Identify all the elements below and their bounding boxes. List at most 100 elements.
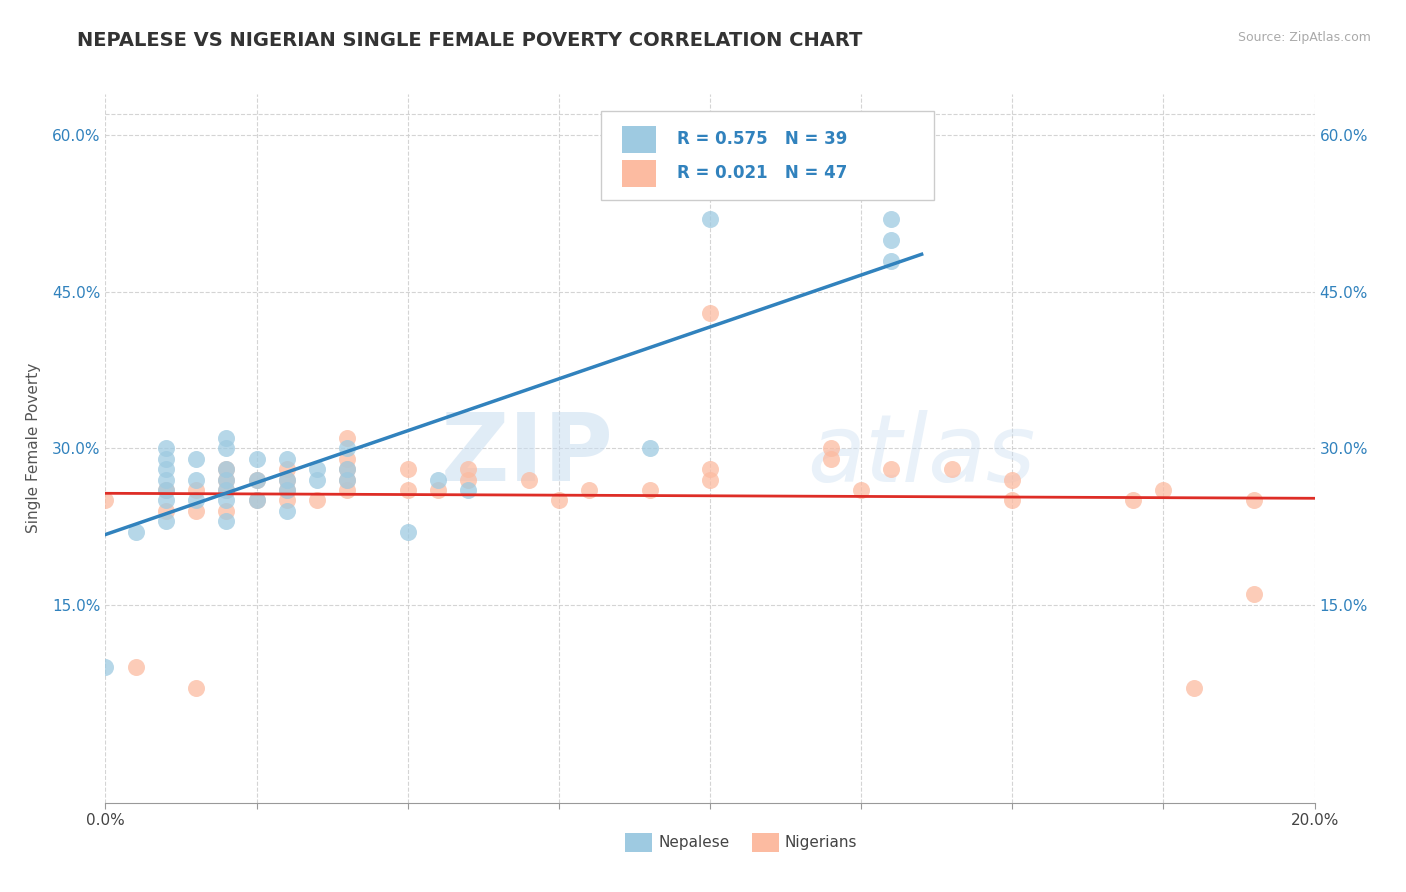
Point [246,473,269,487]
Point [215,462,238,476]
Point [336,451,359,466]
Point [1001,493,1024,508]
Point [457,473,479,487]
Point [155,514,177,528]
Point [699,306,721,320]
Point [1182,681,1205,695]
Point [186,483,208,497]
Point [820,442,842,455]
Point [1122,493,1144,508]
Point [155,442,177,455]
Point [336,473,359,487]
Point [457,462,479,476]
Point [246,451,269,466]
Point [215,431,238,445]
Point [1243,493,1265,508]
Text: R = 0.575   N = 39: R = 0.575 N = 39 [678,130,848,148]
Text: NEPALESE VS NIGERIAN SINGLE FEMALE POVERTY CORRELATION CHART: NEPALESE VS NIGERIAN SINGLE FEMALE POVER… [77,31,863,50]
Point [336,431,359,445]
Point [941,462,963,476]
Point [396,524,419,539]
Point [880,211,903,226]
Point [1001,473,1024,487]
FancyBboxPatch shape [602,112,934,200]
Point [155,462,177,476]
Point [638,483,661,497]
Point [186,681,208,695]
Point [276,451,298,466]
Point [1243,587,1265,601]
Point [880,233,903,247]
Point [155,493,177,508]
Point [155,504,177,518]
Point [186,493,208,508]
Y-axis label: Single Female Poverty: Single Female Poverty [25,363,41,533]
Point [699,462,721,476]
Point [396,462,419,476]
Point [336,483,359,497]
Point [699,211,721,226]
Point [276,473,298,487]
Point [155,483,177,497]
Text: Nigerians: Nigerians [785,835,858,850]
Point [215,504,238,518]
Point [880,462,903,476]
Point [820,451,842,466]
Point [215,473,238,487]
Point [1153,483,1175,497]
Point [246,473,269,487]
Point [276,483,298,497]
Point [155,483,177,497]
Text: Source: ZipAtlas.com: Source: ZipAtlas.com [1237,31,1371,45]
Point [124,524,148,539]
Point [186,451,208,466]
Point [94,660,117,674]
Bar [621,126,655,153]
Point [215,483,238,497]
Point [336,462,359,476]
Text: Nepalese: Nepalese [658,835,730,850]
Point [215,493,238,508]
Point [849,483,872,497]
Point [517,473,540,487]
Point [215,514,238,528]
Point [155,473,177,487]
Point [215,483,238,497]
Point [124,660,148,674]
Text: atlas: atlas [807,409,1035,500]
Point [155,451,177,466]
Text: R = 0.021   N = 47: R = 0.021 N = 47 [678,164,848,182]
Point [307,462,329,476]
Point [186,504,208,518]
Point [638,442,661,455]
Point [276,493,298,508]
Point [396,483,419,497]
Point [336,473,359,487]
Point [699,473,721,487]
Point [548,493,571,508]
Point [427,483,450,497]
Point [457,483,479,497]
Point [307,493,329,508]
Text: ZIP: ZIP [440,409,613,501]
Point [276,473,298,487]
Point [427,473,450,487]
Point [336,462,359,476]
Point [276,504,298,518]
Point [246,493,269,508]
Point [94,493,117,508]
Point [246,493,269,508]
Bar [626,832,652,853]
Point [307,473,329,487]
Point [186,473,208,487]
Point [880,253,903,268]
Point [215,473,238,487]
Point [276,462,298,476]
Bar [621,160,655,186]
Point [336,442,359,455]
Bar [752,832,779,853]
Point [276,483,298,497]
Point [215,442,238,455]
Point [215,462,238,476]
Point [578,483,600,497]
